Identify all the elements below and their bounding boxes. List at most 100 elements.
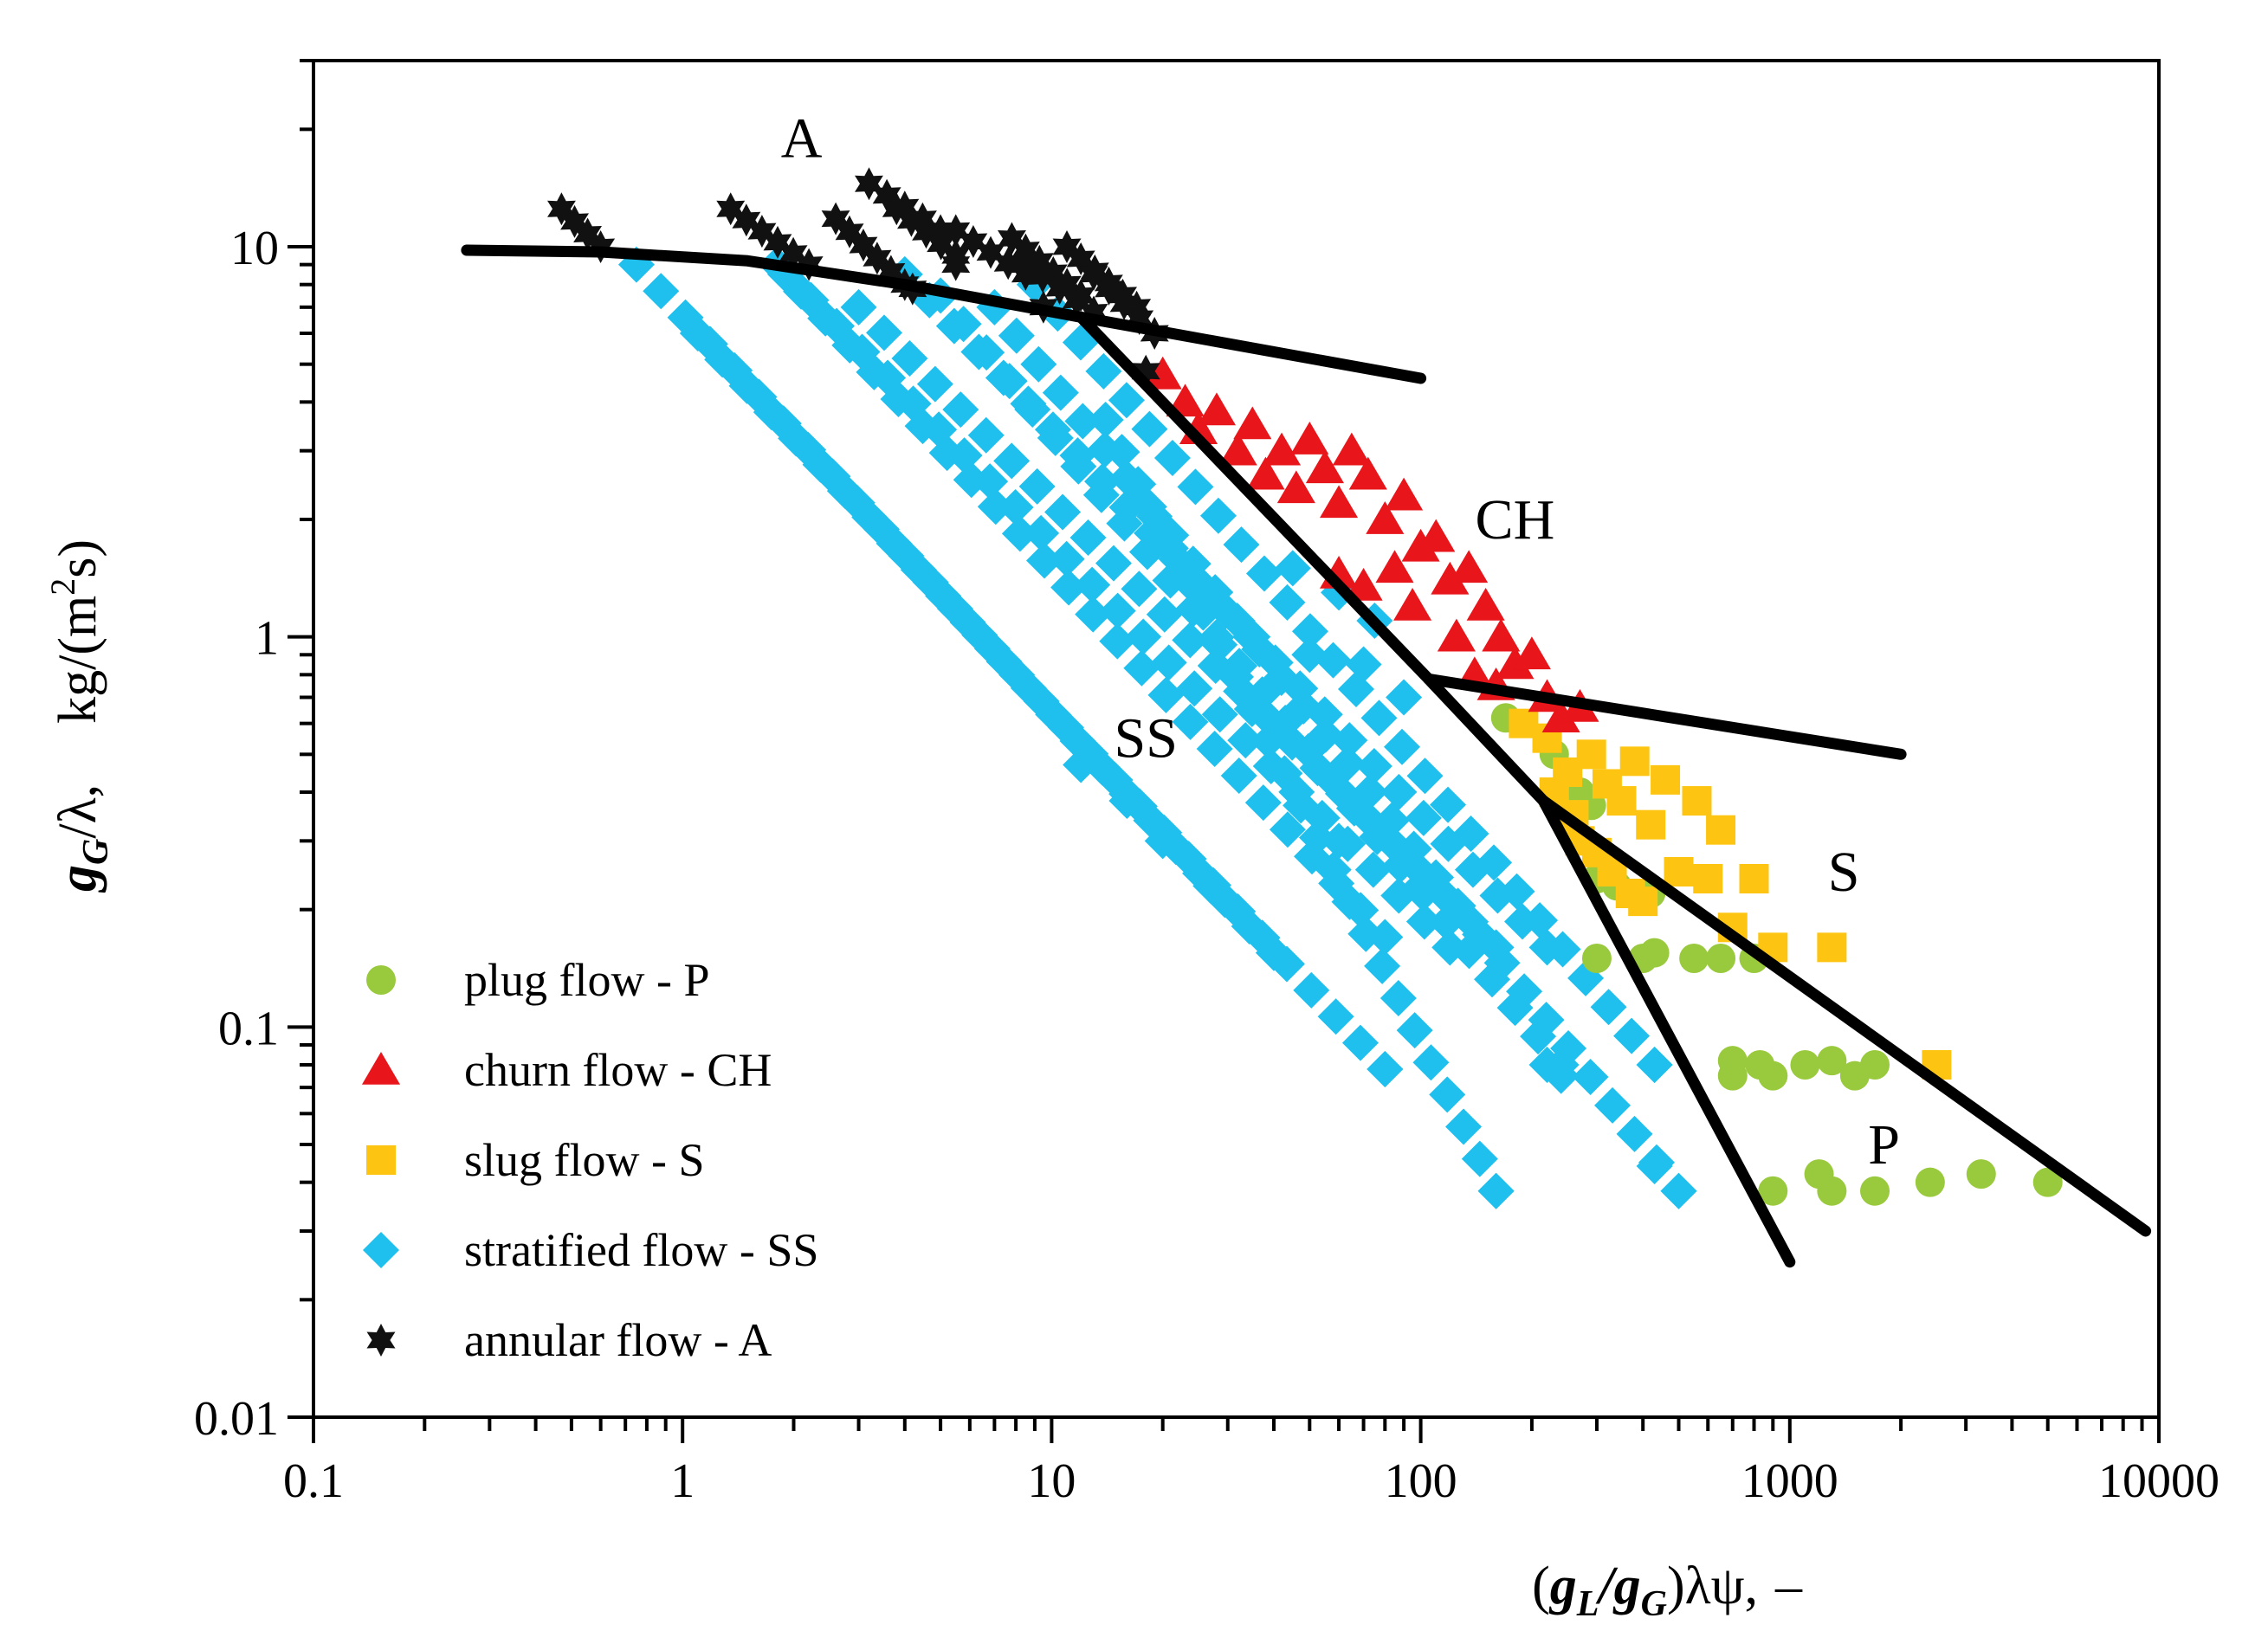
data-point bbox=[865, 314, 902, 351]
data-point bbox=[1001, 515, 1038, 552]
y-tick-label: 0.1 bbox=[218, 1002, 279, 1055]
data-point bbox=[1201, 696, 1238, 733]
data-point bbox=[942, 391, 979, 429]
data-point bbox=[1177, 468, 1214, 506]
data-point bbox=[1341, 1024, 1379, 1061]
data-point bbox=[849, 229, 878, 262]
data-point bbox=[1125, 302, 1154, 335]
data-point bbox=[1269, 583, 1306, 621]
data-point bbox=[1380, 980, 1417, 1017]
data-point bbox=[1150, 644, 1187, 681]
legend-marker-diamond bbox=[363, 1232, 399, 1268]
data-point bbox=[1542, 1057, 1580, 1094]
data-point bbox=[1062, 283, 1091, 317]
data-point bbox=[1817, 932, 1847, 963]
data-point bbox=[1679, 943, 1709, 973]
data-point bbox=[1860, 1176, 1890, 1206]
legend-entry: churn flow - CH bbox=[361, 1044, 772, 1096]
data-point bbox=[1628, 886, 1658, 917]
region-label-a: A bbox=[781, 106, 823, 170]
data-point bbox=[1386, 679, 1423, 716]
data-point bbox=[826, 473, 863, 510]
data-point bbox=[1176, 670, 1213, 707]
data-point bbox=[1373, 802, 1411, 839]
data-point bbox=[1285, 687, 1322, 725]
data-point bbox=[1439, 887, 1476, 925]
data-point bbox=[1291, 613, 1328, 650]
data-point bbox=[1351, 773, 1388, 810]
data-point bbox=[959, 225, 988, 258]
data-point bbox=[1380, 773, 1418, 810]
data-point bbox=[1246, 456, 1285, 490]
data-point bbox=[1412, 1044, 1450, 1081]
churn-slug-boundary bbox=[1423, 673, 1907, 760]
data-point bbox=[1274, 550, 1311, 587]
data-point bbox=[1693, 863, 1723, 893]
plot-frame bbox=[312, 59, 2161, 1419]
data-point bbox=[1266, 755, 1303, 792]
data-point bbox=[1476, 844, 1513, 881]
data-point bbox=[818, 307, 856, 345]
data-point bbox=[1452, 815, 1489, 852]
data-point bbox=[1128, 533, 1166, 571]
data-point bbox=[779, 236, 808, 270]
slug-plug-boundary bbox=[1537, 795, 2152, 1237]
data-point bbox=[753, 394, 790, 431]
data-point bbox=[1042, 374, 1079, 411]
data-point bbox=[1576, 739, 1606, 770]
data-point bbox=[1354, 851, 1392, 888]
y-axis-title: gG/λ,kg/(m2s) bbox=[43, 539, 116, 893]
data-point bbox=[1417, 519, 1456, 552]
data-point bbox=[972, 463, 1009, 500]
data-point bbox=[1087, 401, 1124, 438]
data-point bbox=[1331, 883, 1368, 920]
data-point bbox=[1616, 1115, 1653, 1152]
data-point bbox=[1262, 432, 1302, 466]
data-point bbox=[1639, 938, 1670, 968]
data-point bbox=[1402, 867, 1439, 905]
data-point bbox=[1120, 466, 1157, 503]
data-point bbox=[1276, 470, 1315, 504]
plot-border bbox=[312, 59, 2161, 1419]
data-point bbox=[1197, 392, 1237, 426]
data-point bbox=[1450, 550, 1489, 583]
data-point bbox=[1405, 799, 1442, 836]
data-point bbox=[1332, 432, 1371, 466]
data-point bbox=[912, 216, 940, 249]
data-point bbox=[1293, 971, 1330, 1009]
data-point bbox=[1143, 356, 1182, 390]
data-point bbox=[1329, 745, 1367, 782]
data-point bbox=[1082, 476, 1120, 513]
data-point bbox=[941, 248, 971, 281]
data-point bbox=[900, 551, 937, 589]
x-tick-label: 100 bbox=[1385, 1454, 1457, 1508]
data-point bbox=[1144, 822, 1181, 860]
data-point bbox=[840, 288, 877, 326]
data-point bbox=[1172, 703, 1209, 740]
data-point bbox=[1026, 542, 1063, 579]
data-point bbox=[1147, 676, 1185, 713]
data-point bbox=[1136, 498, 1173, 535]
regime-boundary-lines bbox=[461, 244, 2152, 1268]
data-point bbox=[855, 167, 883, 201]
data-point bbox=[998, 317, 1035, 354]
data-point bbox=[882, 192, 911, 226]
data-point bbox=[1393, 587, 1432, 621]
data-point bbox=[876, 255, 906, 288]
data-point bbox=[1606, 786, 1637, 816]
data-point bbox=[1594, 1086, 1632, 1124]
data-point bbox=[1180, 587, 1218, 624]
data-point bbox=[1429, 1076, 1466, 1113]
data-point bbox=[1095, 545, 1132, 582]
data-point bbox=[1218, 432, 1257, 466]
data-point bbox=[1817, 1176, 1847, 1206]
data-point bbox=[1037, 419, 1074, 456]
data-point bbox=[1060, 448, 1097, 485]
data-point bbox=[1305, 450, 1344, 484]
data-point bbox=[998, 656, 1036, 693]
data-point bbox=[1431, 561, 1470, 595]
stratified-plug-boundary bbox=[1537, 795, 1796, 1268]
y-tick-label: 0.01 bbox=[194, 1392, 279, 1446]
data-point bbox=[1217, 658, 1254, 695]
data-point bbox=[1245, 555, 1283, 592]
